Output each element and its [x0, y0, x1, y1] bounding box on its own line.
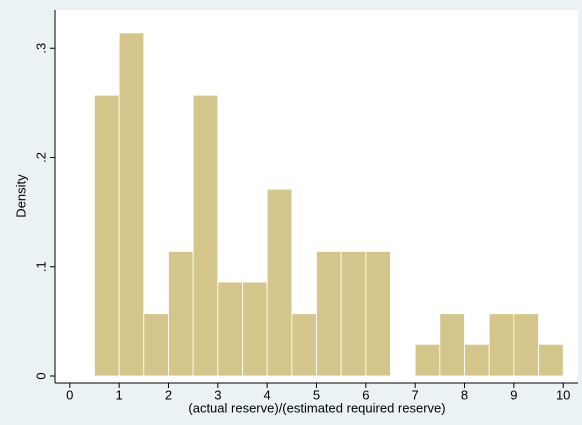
bar: [242, 281, 268, 377]
x-axis-label: (actual reserve)/(estimated required res…: [188, 400, 445, 415]
bar: [266, 188, 293, 377]
bar: [414, 343, 441, 377]
bar: [439, 313, 465, 377]
x-tick-label: 0: [66, 387, 73, 402]
bar: [316, 251, 342, 377]
y-tick-label: .3: [33, 43, 48, 54]
bar: [365, 251, 391, 377]
y-axis-label: Density: [13, 174, 28, 218]
y-tick-label: .1: [33, 261, 48, 272]
y-tick-label: 0: [33, 372, 48, 379]
y-tick-label: .2: [33, 152, 48, 163]
x-tick-label: 5: [313, 387, 320, 402]
bar: [143, 313, 169, 377]
bar: [538, 343, 564, 377]
x-tick-label: 9: [510, 387, 517, 402]
bar: [291, 313, 317, 377]
bar: [94, 94, 120, 377]
bar: [340, 251, 367, 377]
bar: [192, 94, 219, 377]
bar: [217, 281, 243, 377]
bar: [513, 313, 539, 377]
bar: [118, 32, 145, 377]
bar: [488, 313, 515, 377]
x-tick-label: 8: [461, 387, 468, 402]
x-tick-label: 1: [116, 387, 123, 402]
x-tick-label: 7: [412, 387, 419, 402]
bar: [168, 251, 194, 377]
bar: [464, 343, 490, 377]
x-tick-label: 10: [556, 387, 570, 402]
x-tick-label: 6: [362, 387, 369, 402]
x-tick-label: 4: [264, 387, 271, 402]
x-tick-label: 3: [214, 387, 221, 402]
x-tick-label: 2: [165, 387, 172, 402]
